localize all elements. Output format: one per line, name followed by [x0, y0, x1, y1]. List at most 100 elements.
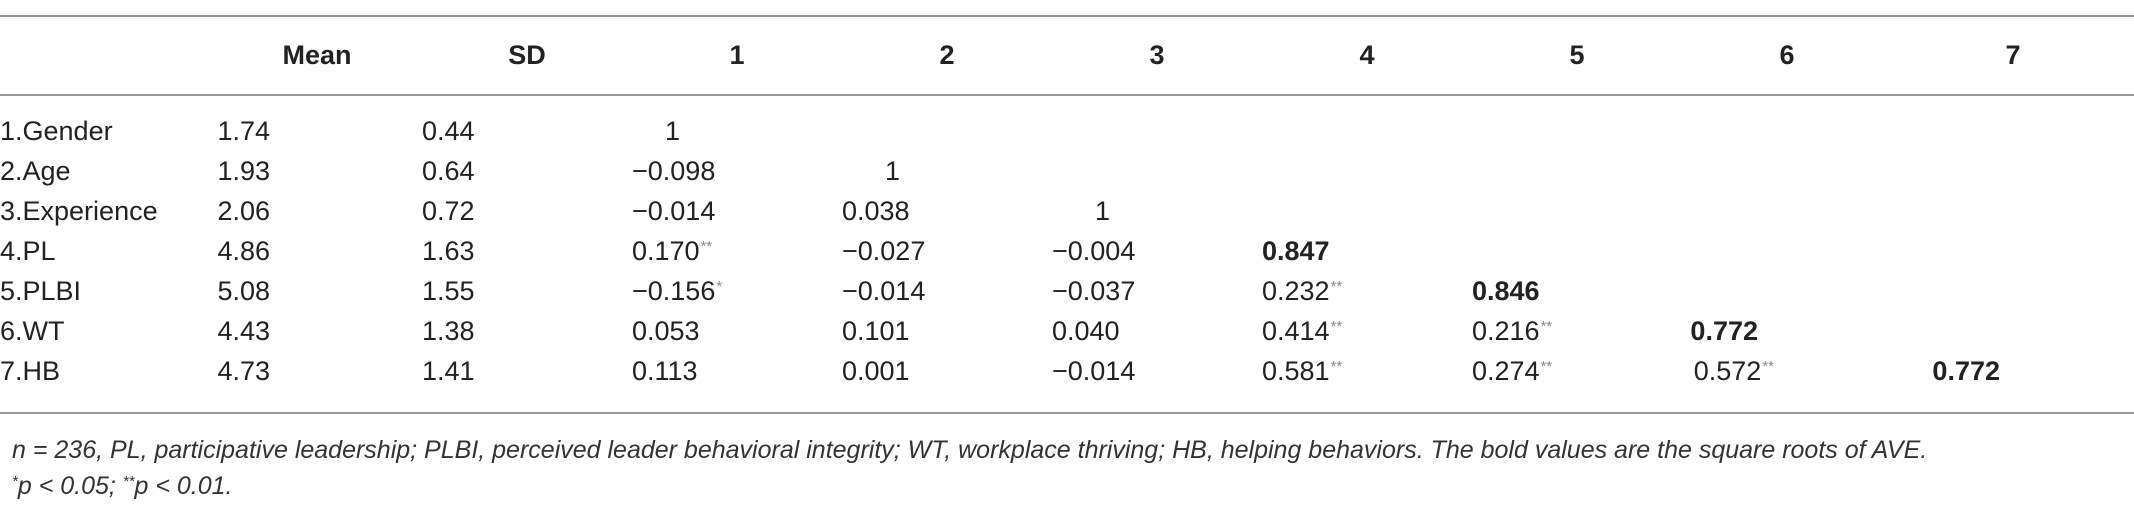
correlation-value: 0.113: [632, 351, 842, 391]
sd-value: 1.38: [422, 315, 475, 346]
table-header-rule: [0, 94, 2134, 96]
empty-cell: [1682, 151, 1892, 191]
cell-value: 0.772: [1690, 315, 1758, 346]
empty-cell: [1682, 231, 1892, 271]
table-row: 1.Gender 1.74 0.44 1: [0, 111, 2134, 151]
note-text-double: p < 0.01.: [134, 472, 233, 500]
column-header: 2: [939, 39, 955, 70]
mean-value: 1.74: [217, 115, 270, 146]
note-significance: *p < 0.05; **p < 0.01.: [12, 468, 1927, 504]
cell-value: −0.098: [632, 155, 716, 186]
correlation-value: 0.101: [842, 311, 1052, 351]
significance-mark: **: [1330, 317, 1343, 335]
table-bottom-rule: [0, 412, 2134, 414]
significance-mark: **: [700, 237, 713, 255]
ave-root-value: 0.846: [1472, 271, 1682, 311]
empty-cell: [842, 111, 1052, 151]
column-header: 5: [1569, 39, 1585, 70]
cell-value: 0.216: [1472, 315, 1540, 346]
empty-cell: [1892, 151, 2134, 191]
column-header: SD: [508, 39, 546, 70]
column-header: 7: [2005, 39, 2021, 70]
significance-mark: **: [1540, 357, 1553, 375]
cell-value: 0.001: [842, 355, 910, 386]
note-mark-single: *: [12, 473, 18, 490]
correlation-value: 1: [842, 151, 1052, 191]
significance-mark: **: [1540, 317, 1553, 335]
correlation-value: 1: [632, 111, 842, 151]
correlation-value: 0.053: [632, 311, 842, 351]
column-header: 4: [1359, 39, 1375, 70]
cell-value: 1: [1094, 195, 1110, 226]
empty-cell: [1682, 271, 1892, 311]
table-header-row: Mean SD 1 2 3 4 5 6 7: [0, 17, 2134, 93]
column-header: [0, 17, 212, 93]
cell-value: 0.113: [632, 355, 698, 386]
significance-mark: **: [1330, 277, 1343, 295]
cell-value: 0.581: [1262, 355, 1330, 386]
empty-cell: [1262, 191, 1472, 231]
sd-value: 1.55: [422, 275, 475, 306]
empty-cell: [1472, 191, 1682, 231]
note-mark-double: **: [122, 473, 135, 490]
variable-label: 4.PL: [0, 235, 56, 266]
spacer-row: [0, 93, 2134, 111]
cell-value: −0.014: [632, 195, 716, 226]
correlation-value: −0.004: [1052, 231, 1262, 271]
sd-value: 0.44: [422, 115, 475, 146]
table-top-rule: [0, 15, 2134, 17]
note-abbreviations: n = 236, PL, participative leadership; P…: [12, 436, 1928, 464]
correlation-value: 0.274**: [1472, 351, 1682, 391]
sd-value: 1.41: [422, 355, 475, 386]
mean-value: 1.93: [217, 155, 270, 186]
table-row: 3.Experience 2.06 0.72 −0.014 0.038 1: [0, 191, 2134, 231]
variable-label: 6.WT: [0, 315, 65, 346]
cell-value: −0.037: [1052, 275, 1136, 306]
correlation-value: 0.572**: [1682, 351, 1892, 391]
cell-value: −0.156: [632, 275, 716, 306]
sd-value: 1.63: [422, 235, 475, 266]
empty-cell: [1472, 231, 1682, 271]
mean-value: 4.43: [217, 315, 270, 346]
empty-cell: [1472, 111, 1682, 151]
correlation-value: −0.027: [842, 231, 1052, 271]
ave-root-value: 0.772: [1892, 351, 2134, 391]
cell-value: −0.027: [842, 235, 926, 266]
correlation-table: Mean SD 1 2 3 4 5 6 7 1.Gender 1.74 0.44 1 2…: [0, 17, 2134, 391]
table-notes: n = 236, PL, participative leadership; P…: [12, 432, 1927, 504]
correlation-value: 0.040: [1052, 311, 1262, 351]
cell-value: 0.038: [842, 195, 910, 226]
empty-cell: [1052, 111, 1262, 151]
sd-value: 0.64: [422, 155, 475, 186]
table-body: 1.Gender 1.74 0.44 1 2.Age 1.93 0.64 −0.098 1 3.E…: [0, 93, 2134, 391]
column-header: Mean: [282, 39, 352, 70]
cell-value: 0.232: [1262, 275, 1330, 306]
cell-value: 0.846: [1472, 275, 1540, 306]
cell-value: 0.414: [1262, 315, 1330, 346]
mean-value: 4.86: [217, 235, 270, 266]
empty-cell: [1682, 111, 1892, 151]
empty-cell: [1472, 151, 1682, 191]
table-row: 4.PL 4.86 1.63 0.170** −0.027 −0.004 0.847: [0, 231, 2134, 271]
empty-cell: [1262, 151, 1472, 191]
column-header: 1: [729, 39, 745, 70]
significance-mark: *: [716, 277, 723, 295]
cell-value: 1: [884, 155, 900, 186]
mean-value: 4.73: [217, 355, 270, 386]
cell-value: 0.170: [632, 235, 700, 266]
table-row: 2.Age 1.93 0.64 −0.098 1: [0, 151, 2134, 191]
correlation-value: 0.581**: [1262, 351, 1472, 391]
cell-value: −0.014: [842, 275, 926, 306]
cell-value: 0.772: [1932, 355, 2000, 386]
empty-cell: [1892, 111, 2134, 151]
correlation-value: −0.014: [632, 191, 842, 231]
correlation-value: 0.216**: [1472, 311, 1682, 351]
empty-cell: [1262, 111, 1472, 151]
correlation-value: 0.232**: [1262, 271, 1472, 311]
correlation-value: 0.170**: [632, 231, 842, 271]
cell-value: −0.014: [1052, 355, 1136, 386]
ave-root-value: 0.847: [1262, 231, 1472, 271]
variable-label: 3.Experience: [0, 195, 158, 226]
correlation-value: 0.001: [842, 351, 1052, 391]
